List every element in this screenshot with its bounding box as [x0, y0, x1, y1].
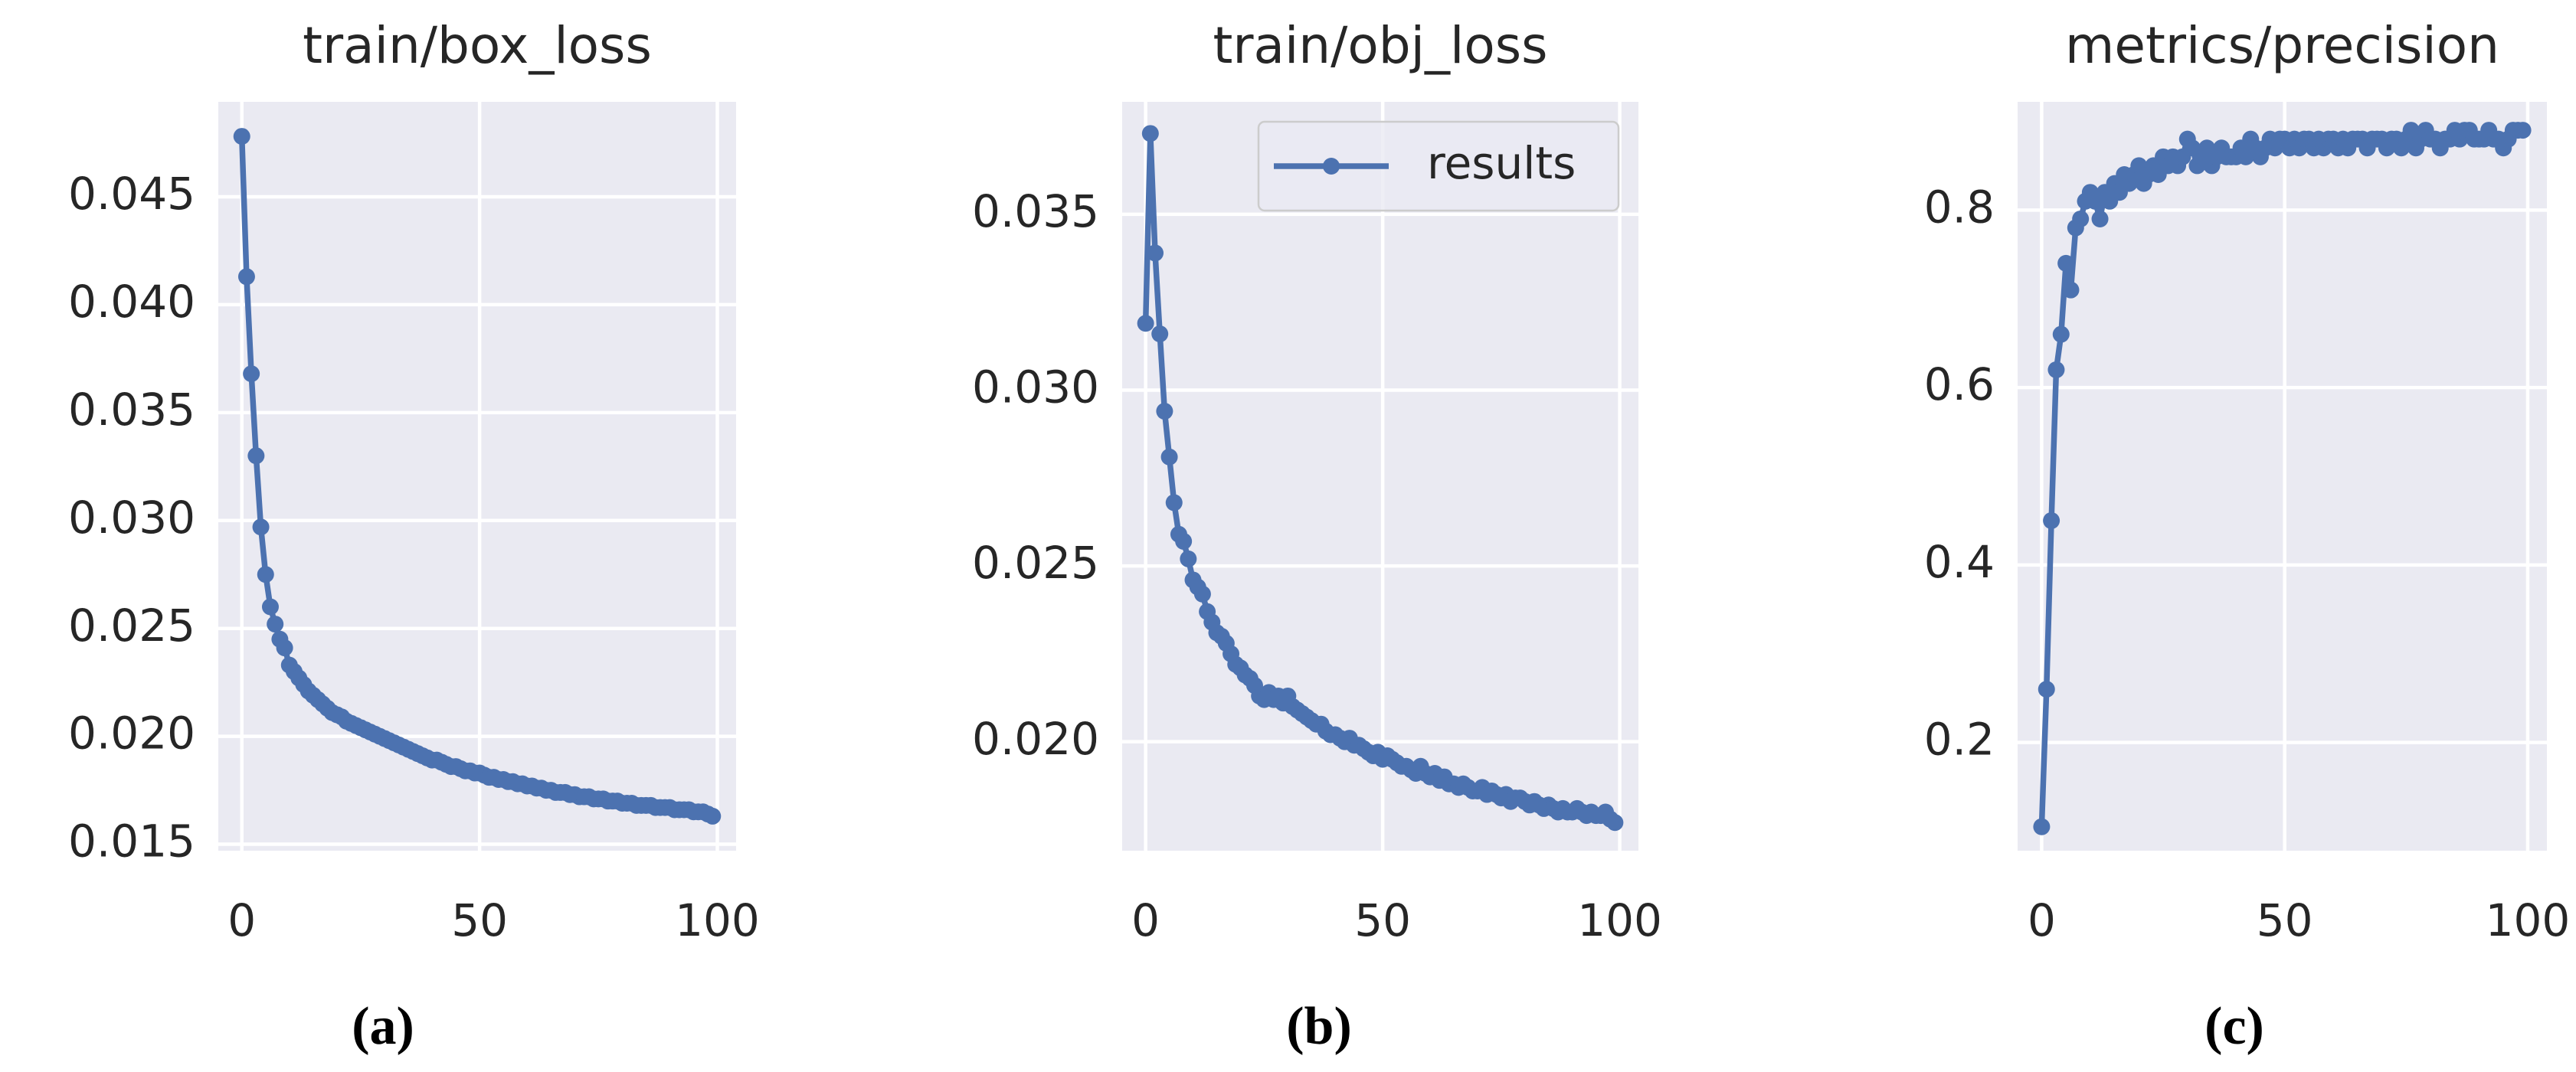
plot-background — [1122, 102, 1638, 851]
data-point — [1606, 814, 1624, 832]
data-point — [2043, 511, 2060, 529]
x-tick-label: 0 — [227, 894, 256, 946]
data-point — [1137, 315, 1154, 332]
y-tick-label: 0.035 — [972, 185, 1099, 237]
y-tick-label: 0.025 — [68, 600, 195, 652]
y-tick-label: 0.020 — [68, 708, 195, 760]
data-point — [2057, 254, 2075, 272]
chart-title: train/obj_loss — [1213, 16, 1548, 75]
legend-marker — [1323, 158, 1340, 175]
data-point — [276, 639, 293, 657]
data-point — [261, 598, 279, 616]
x-tick-label: 100 — [675, 894, 760, 946]
data-point — [2514, 122, 2532, 139]
x-tick-label: 100 — [1577, 894, 1662, 946]
y-tick-label: 0.8 — [1924, 181, 1995, 233]
data-point — [252, 518, 270, 536]
y-tick-label: 0.015 — [68, 815, 195, 868]
data-point — [2047, 361, 2065, 378]
data-point — [1180, 550, 1197, 567]
data-point — [1141, 125, 1159, 142]
legend-box — [1257, 120, 1620, 212]
data-point — [1165, 494, 1183, 511]
plot-background — [218, 102, 736, 851]
data-point — [2062, 281, 2080, 299]
data-point — [257, 566, 274, 583]
y-tick-label: 0.025 — [972, 537, 1099, 589]
data-point — [243, 365, 260, 383]
x-tick-label: 50 — [451, 894, 508, 946]
data-point — [2038, 681, 2055, 698]
x-tick-label: 50 — [2257, 894, 2313, 946]
x-tick-label: 100 — [2486, 894, 2571, 946]
y-tick-label: 0.030 — [972, 361, 1099, 413]
chart-title: train/box_loss — [303, 16, 652, 75]
legend-label: results — [1427, 137, 1576, 189]
y-tick-label: 0.045 — [68, 168, 195, 220]
y-tick-label: 0.030 — [68, 492, 195, 544]
data-point — [1160, 448, 1178, 466]
data-point — [2033, 818, 2051, 835]
y-tick-label: 0.020 — [972, 713, 1099, 765]
y-tick-label: 0.4 — [1924, 536, 1995, 588]
chart-title: metrics/precision — [2065, 16, 2499, 75]
caption: (b) — [1286, 997, 1352, 1056]
caption: (a) — [352, 997, 414, 1056]
data-point — [1151, 325, 1169, 343]
data-point — [2072, 210, 2090, 227]
x-tick-label: 0 — [2028, 894, 2056, 946]
data-point — [1175, 532, 1193, 550]
data-point — [2091, 210, 2109, 227]
y-tick-label: 0.2 — [1924, 714, 1995, 766]
data-point — [2052, 325, 2070, 343]
data-point — [233, 128, 250, 145]
data-point — [704, 807, 722, 825]
data-point — [1193, 585, 1211, 603]
data-point — [267, 616, 284, 633]
caption: (c) — [2204, 997, 2264, 1056]
plot-background — [2018, 102, 2547, 851]
y-tick-label: 0.040 — [68, 276, 195, 328]
y-tick-label: 0.035 — [68, 384, 195, 436]
data-point — [1156, 403, 1173, 420]
x-tick-label: 0 — [1131, 894, 1160, 946]
x-tick-label: 50 — [1354, 894, 1411, 946]
y-tick-label: 0.6 — [1924, 358, 1995, 410]
data-point — [237, 268, 255, 286]
data-point — [1147, 244, 1164, 262]
data-point — [247, 447, 265, 465]
